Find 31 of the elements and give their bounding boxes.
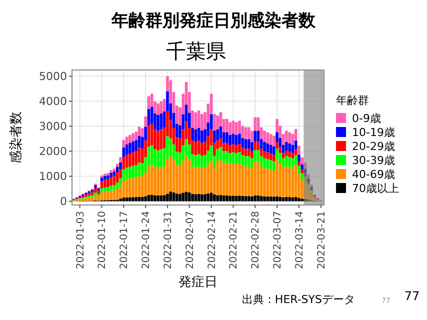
legend-label: 20-29歳 xyxy=(352,140,395,153)
y-tick-label: 5000 xyxy=(39,70,67,84)
legend-label: 70歳以上 xyxy=(352,182,399,195)
x-tick-label: 2022-02-07 xyxy=(184,211,196,270)
chart-subtitle: 千葉県 xyxy=(166,39,226,63)
x-tick-label: 2022-01-03 xyxy=(75,211,86,270)
x-tick-label: 2022-01-10 xyxy=(97,211,108,270)
source-note: 出典：HER-SYSデータ xyxy=(242,293,355,306)
x-axis-title: 発症日 xyxy=(178,275,218,290)
y-tick-label: 2000 xyxy=(39,145,67,158)
legend-label: 0-9歳 xyxy=(352,112,381,125)
legend-title: 年齢群 xyxy=(336,94,369,107)
legend-label: 10-19歳 xyxy=(352,126,395,139)
y-axis-title: 感染者数 xyxy=(9,112,24,164)
x-tick-label: 2022-03-14 xyxy=(294,211,306,270)
text: 77 xyxy=(404,289,420,303)
y-tick-label: 4000 xyxy=(39,95,67,108)
x-tick-label: 2022-01-17 xyxy=(119,211,130,270)
x-tick-label: 2022-03-21 xyxy=(316,211,328,270)
legend-label: 30-39歳 xyxy=(352,154,395,167)
y-tick-label: 0 xyxy=(60,195,67,208)
legend-label: 40-69歳 xyxy=(352,168,395,181)
y-tick-label: 1000 xyxy=(39,170,67,184)
x-tick-label: 2022-01-24 xyxy=(141,211,152,270)
y-tick-label: 3000 xyxy=(39,120,67,134)
x-tick-label: 2022-01-31 xyxy=(162,211,174,270)
x-tick-label: 2022-02-14 xyxy=(206,211,218,270)
x-tick-label: 2022-02-21 xyxy=(228,211,240,270)
x-tick-label: 2022-02-28 xyxy=(250,211,262,270)
chart-title: 年齢群別発症日別感染者数 xyxy=(110,11,316,31)
x-tick-label: 2022-03-07 xyxy=(272,211,284,270)
